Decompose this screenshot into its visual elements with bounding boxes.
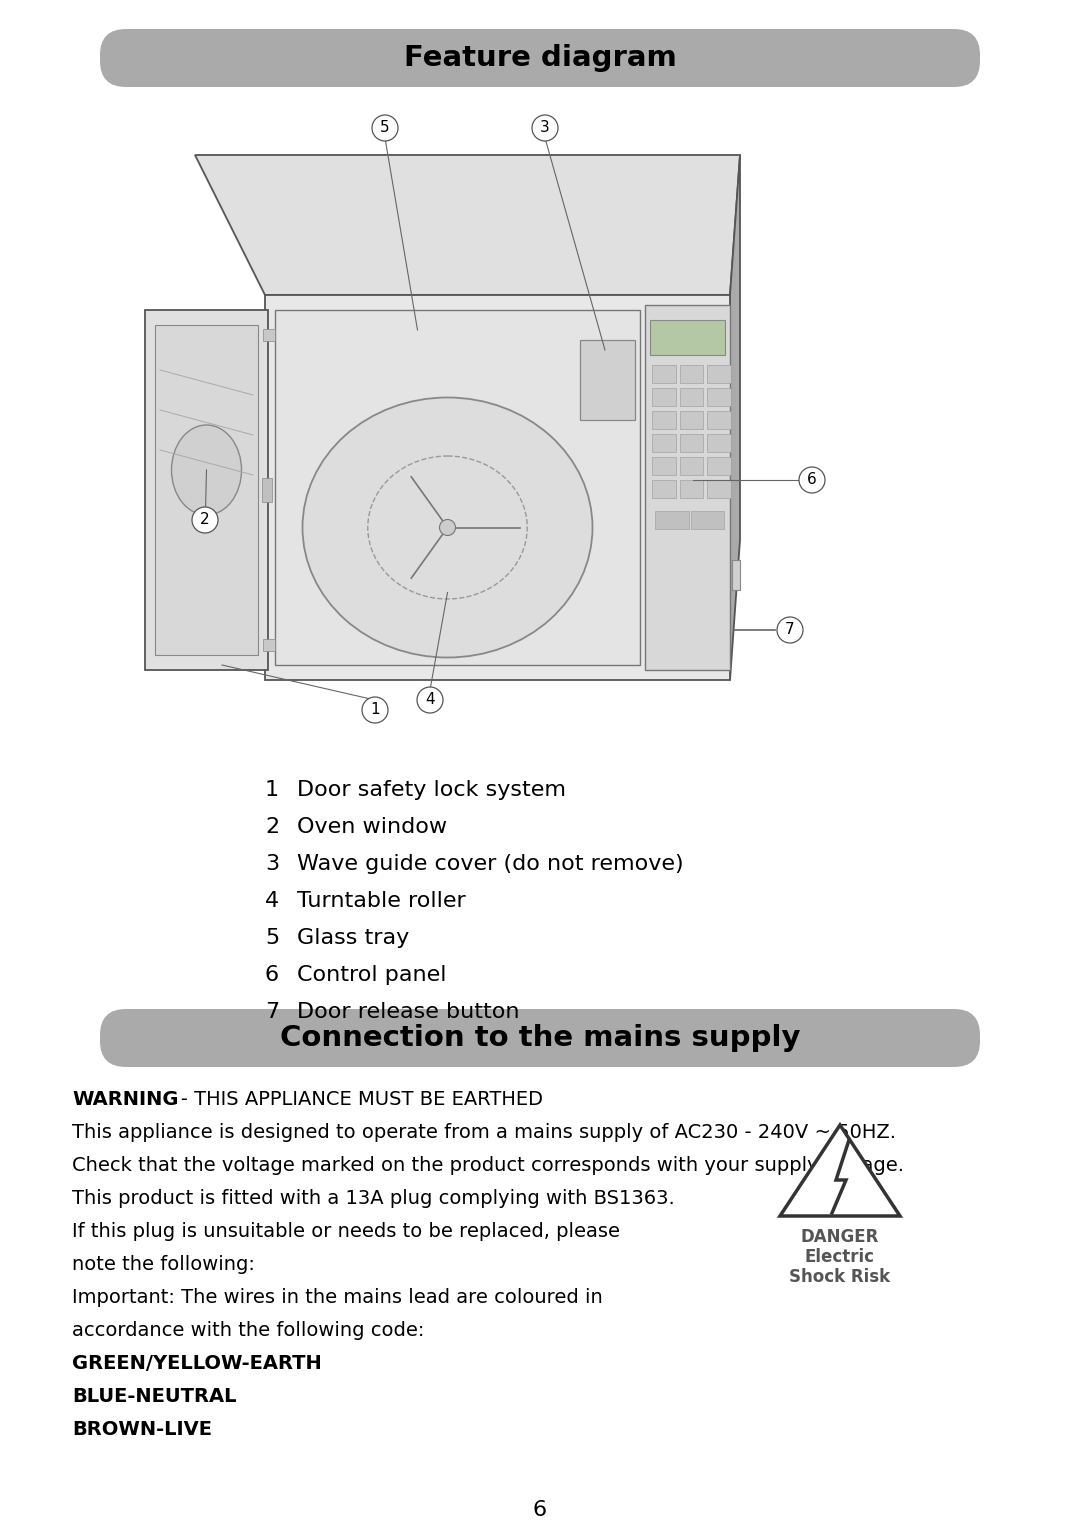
Polygon shape [780,1125,900,1215]
Text: 7: 7 [265,1002,279,1022]
Bar [707,479,731,498]
Text: 3: 3 [265,854,279,873]
Bar [652,479,676,498]
Bar [264,638,275,651]
Text: 4: 4 [426,693,435,707]
Text: 7: 7 [785,623,795,637]
Text: 1: 1 [265,780,279,800]
Text: 2: 2 [265,817,279,837]
Circle shape [440,519,456,536]
Text: 6: 6 [532,1500,548,1519]
Bar [679,365,703,383]
FancyBboxPatch shape [100,1009,980,1067]
Bar [652,365,676,383]
Circle shape [372,115,399,140]
FancyBboxPatch shape [100,29,980,87]
Bar [156,325,258,655]
Text: 2: 2 [200,513,210,527]
Bar [679,479,703,498]
Text: 6: 6 [807,472,816,487]
Text: 5: 5 [380,121,390,136]
Bar [645,305,730,670]
Text: This product is fitted with a 13A plug complying with BS1363.: This product is fitted with a 13A plug c… [72,1190,675,1208]
Circle shape [799,467,825,493]
Bar [707,434,731,452]
Bar [679,388,703,406]
Bar [707,388,731,406]
Bar [652,457,676,475]
Text: Door release button: Door release button [297,1002,519,1022]
Text: Important: The wires in the mains lead are coloured in: Important: The wires in the mains lead a… [72,1287,603,1307]
Bar [652,411,676,429]
Bar [707,411,731,429]
Text: - THIS APPLIANCE MUST BE EARTHED: - THIS APPLIANCE MUST BE EARTHED [162,1090,543,1109]
Polygon shape [195,156,740,295]
Ellipse shape [172,425,242,515]
Text: BROWN-LIVE: BROWN-LIVE [72,1420,212,1438]
Circle shape [532,115,558,140]
Text: note the following:: note the following: [72,1255,255,1274]
Bar [732,560,740,589]
Bar [679,457,703,475]
Circle shape [417,687,443,713]
Bar [707,457,731,475]
Bar [690,512,724,528]
Polygon shape [730,156,740,680]
Bar [264,328,275,341]
Text: 5: 5 [265,928,280,948]
Text: Check that the voltage marked on the product corresponds with your supply voltag: Check that the voltage marked on the pro… [72,1156,904,1174]
Bar [654,512,689,528]
Text: 4: 4 [265,890,279,912]
Bar [650,321,725,354]
Text: 1: 1 [370,702,380,718]
Text: Turntable roller: Turntable roller [297,890,465,912]
Ellipse shape [302,397,593,658]
Text: Feature diagram: Feature diagram [404,44,676,72]
Text: Electric: Electric [805,1248,875,1266]
Text: 3: 3 [540,121,550,136]
Circle shape [362,696,388,722]
Bar [275,310,640,664]
Text: Wave guide cover (do not remove): Wave guide cover (do not remove) [297,854,684,873]
Text: Oven window: Oven window [297,817,447,837]
Text: Control panel: Control panel [297,965,446,985]
Text: If this plug is unsuitable or needs to be replaced, please: If this plug is unsuitable or needs to b… [72,1222,620,1241]
Text: DANGER: DANGER [800,1228,879,1246]
Text: WARNING: WARNING [72,1090,178,1109]
Bar [679,411,703,429]
Text: This appliance is designed to operate from a mains supply of AC230 - 240V ~ 50HZ: This appliance is designed to operate fr… [72,1122,896,1142]
Text: GREEN/YELLOW-EARTH: GREEN/YELLOW-EARTH [72,1354,322,1373]
Text: Shock Risk: Shock Risk [789,1267,891,1286]
Bar [652,388,676,406]
Text: BLUE-NEUTRAL: BLUE-NEUTRAL [72,1387,237,1406]
Bar [262,478,272,502]
Text: accordance with the following code:: accordance with the following code: [72,1321,424,1341]
Bar [707,365,731,383]
Circle shape [777,617,804,643]
Text: 6: 6 [265,965,279,985]
Bar [145,310,268,670]
Bar [265,295,730,680]
Text: Glass tray: Glass tray [297,928,409,948]
Circle shape [192,507,218,533]
Text: Door safety lock system: Door safety lock system [297,780,566,800]
Bar [580,341,635,420]
Bar [652,434,676,452]
Text: Connection to the mains supply: Connection to the mains supply [280,1025,800,1052]
Bar [679,434,703,452]
